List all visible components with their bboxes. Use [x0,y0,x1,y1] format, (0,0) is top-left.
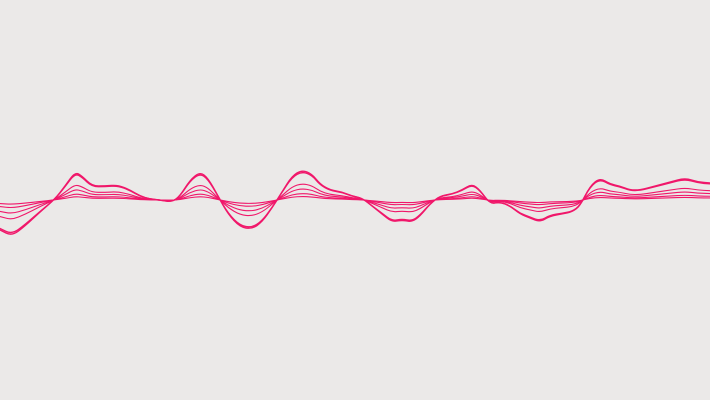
wave-mid-2 [0,188,710,214]
wave-outer-2 [0,171,710,234]
wave-inner-2 [0,195,710,205]
wave-inner-1 [0,193,710,209]
wave-mid-1 [0,183,710,220]
